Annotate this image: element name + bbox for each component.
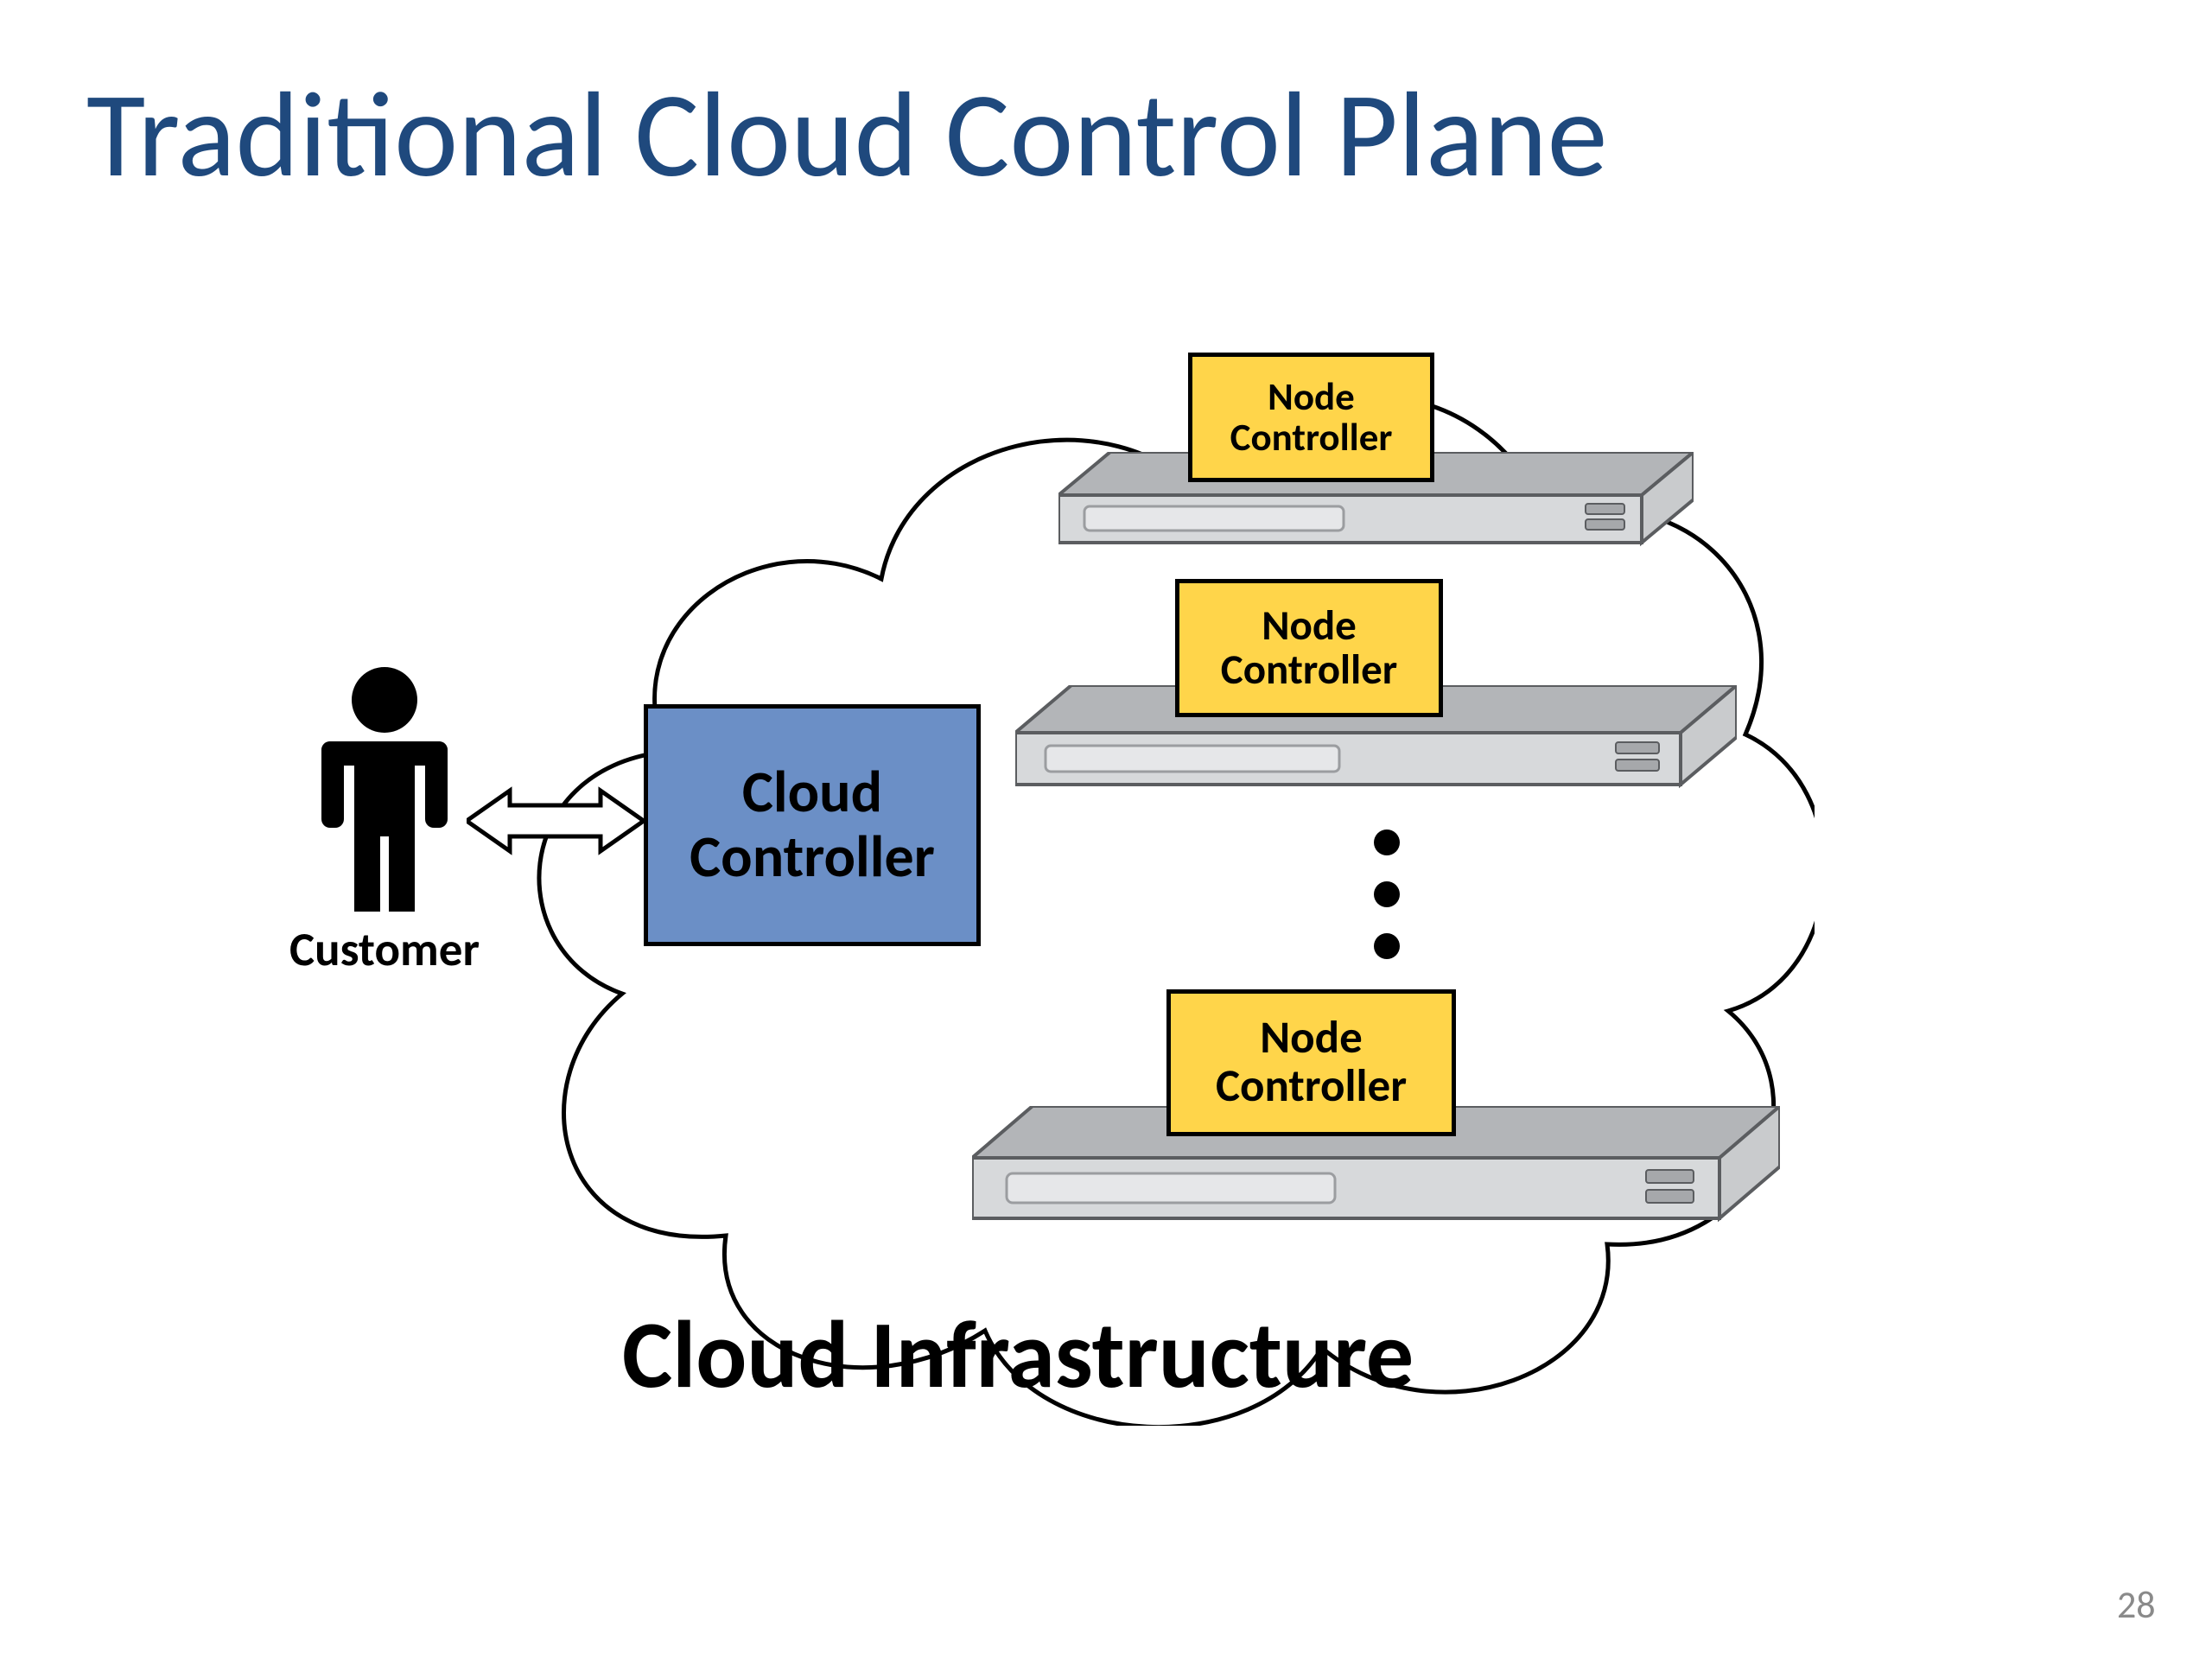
node-controller-3-line1: Node xyxy=(1171,1014,1452,1063)
node-controller-2-line1: Node xyxy=(1179,604,1439,648)
node-controller-3-line2: Controller xyxy=(1171,1063,1452,1111)
ellipsis-dot-3 xyxy=(1374,933,1400,959)
page-number: 28 xyxy=(2117,1581,2156,1628)
ellipsis-dot-1 xyxy=(1374,830,1400,855)
slide-title: Traditional Cloud Control Plane xyxy=(86,60,1607,208)
node-controller-1-line1: Node xyxy=(1192,377,1430,417)
node-controller-2: Node Controller xyxy=(1175,579,1443,717)
node-controller-1-line2: Controller xyxy=(1192,417,1430,458)
ellipsis-dot-2 xyxy=(1374,881,1400,907)
cloud-controller-line1: Cloud xyxy=(648,760,976,825)
cloud-controller-line2: Controller xyxy=(648,825,976,890)
node-controller-2-line2: Controller xyxy=(1179,648,1439,692)
cloud-infrastructure-label: Cloud Infrastructure xyxy=(622,1296,1414,1413)
bidirectional-arrow-icon xyxy=(467,786,644,855)
customer-icon xyxy=(311,665,458,916)
cloud-controller-box: Cloud Controller xyxy=(644,704,981,946)
customer-label: Customer xyxy=(272,920,497,978)
node-controller-1: Node Controller xyxy=(1188,353,1434,482)
node-controller-3: Node Controller xyxy=(1166,989,1456,1136)
